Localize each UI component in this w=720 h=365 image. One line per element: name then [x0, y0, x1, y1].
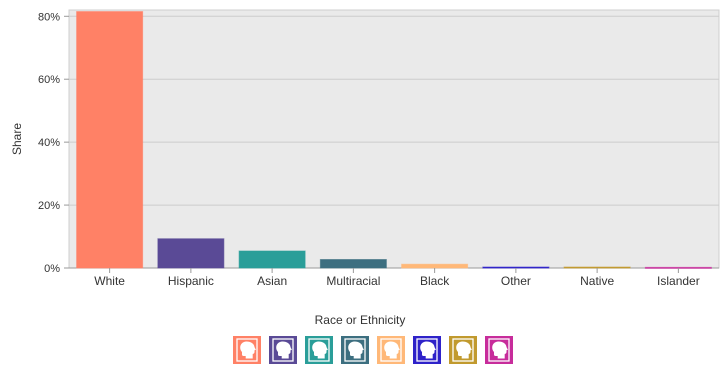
x-tick-label: Hispanic [168, 274, 214, 288]
x-tick-label: Black [420, 274, 450, 288]
plot-area [68, 9, 720, 269]
person-head-icon [236, 338, 258, 362]
bar-native[interactable] [563, 266, 631, 269]
person-head-icon [272, 338, 294, 362]
legend-item-white[interactable] [232, 335, 262, 365]
x-tick-label: Asian [257, 274, 287, 288]
x-tick-label: White [94, 274, 125, 288]
x-axis-ticks: White Hispanic Asian Multiracial Black Other N… [94, 268, 700, 288]
person-head-icon [488, 338, 510, 362]
bar-chart: 0% 20% 40% 60% 80% White Hispanic Asian Multira… [10, 9, 720, 288]
y-tick-label: 0% [44, 263, 60, 275]
bar-asian[interactable] [238, 250, 306, 269]
bar-multiracial[interactable] [319, 259, 387, 269]
person-head-icon [380, 338, 402, 362]
x-tick-label: Multiracial [326, 274, 380, 288]
legend-item-islander[interactable] [484, 335, 514, 365]
person-head-icon [308, 338, 330, 362]
x-tick-label: Islander [657, 274, 700, 288]
bar-hispanic[interactable] [157, 238, 225, 269]
y-tick-label: 60% [38, 74, 60, 86]
y-tick-label: 40% [38, 137, 60, 149]
legend-title: Race or Ethnicity [314, 313, 406, 327]
legend [232, 335, 514, 365]
bar-black[interactable] [401, 263, 469, 269]
legend-item-other[interactable] [412, 335, 442, 365]
legend-item-native[interactable] [448, 335, 478, 365]
legend-item-multiracial[interactable] [340, 335, 370, 365]
bars [76, 11, 712, 269]
person-head-icon [452, 338, 474, 362]
y-axis-ticks: 0% 20% 40% 60% 80% [38, 11, 69, 275]
legend-item-asian[interactable] [304, 335, 334, 365]
person-head-icon [416, 338, 438, 362]
x-tick-label: Native [580, 274, 614, 288]
x-tick-label: Other [501, 274, 531, 288]
y-axis-title: Share [10, 123, 24, 155]
person-head-icon [344, 338, 366, 362]
y-tick-label: 80% [38, 11, 60, 23]
bar-white[interactable] [76, 11, 144, 269]
legend-item-hispanic[interactable] [268, 335, 298, 365]
bar-other[interactable] [482, 266, 550, 269]
y-tick-label: 20% [38, 200, 60, 212]
legend-item-black[interactable] [376, 335, 406, 365]
